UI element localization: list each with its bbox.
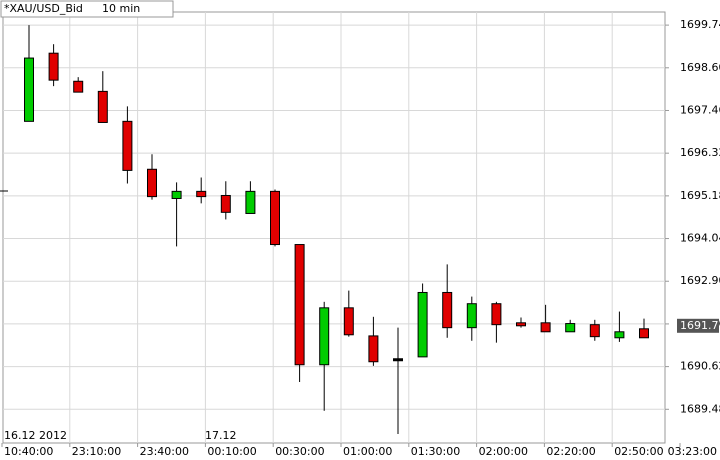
candle-body (220, 194, 231, 213)
x-tick-label: 00:30:00 (275, 445, 324, 458)
x-tick-label: 23:10:00 (72, 445, 121, 458)
candle-body (466, 303, 477, 329)
title-box (0, 0, 174, 18)
candle-body (294, 244, 305, 366)
y-tick-label: 1699.74 (680, 18, 720, 31)
y-tick-label: 1692.90 (680, 274, 720, 287)
candle-body (589, 324, 600, 338)
x-tick-label: 02:00:00 (479, 445, 528, 458)
candle-body (97, 90, 108, 123)
candle-body (491, 303, 502, 326)
y-tick-label: 1689.48 (680, 402, 720, 415)
x-tick-label: 01:00:00 (343, 445, 392, 458)
y-tick-label: 1695.18 (680, 189, 720, 202)
chart-title: *XAU/USD_Bid (4, 2, 83, 15)
x-tick-label: 02:50:00 (614, 445, 663, 458)
candle-body (540, 322, 551, 333)
date-label: 16.12 2012 (4, 429, 67, 442)
x-tick-label: 23:40:00 (140, 445, 189, 458)
candle-body (245, 190, 256, 214)
candle-body (565, 323, 576, 333)
candle-body (147, 168, 157, 198)
chart-subtitle: 10 min (102, 2, 140, 15)
last-price-box (677, 318, 719, 333)
candle-body (368, 335, 379, 363)
x-tick-label: 03:23:00 (668, 445, 717, 458)
candle-body (196, 190, 207, 198)
last-price-label: 1691.71 (680, 319, 720, 332)
candle-body (343, 307, 354, 336)
x-tick-label: 02:20:00 (546, 445, 595, 458)
candle-body (319, 307, 330, 366)
candle-body (48, 52, 59, 81)
plot-area (2, 11, 666, 444)
x-tick-label: 00:10:00 (207, 445, 256, 458)
candle-body (417, 291, 428, 358)
y-tick-label: 1696.32 (680, 146, 720, 159)
candle-body (614, 331, 625, 339)
candle-body (171, 190, 182, 199)
candle-body (639, 328, 649, 339)
date-label: 17.12 (205, 429, 237, 442)
candle-body (73, 80, 84, 93)
y-tick-label: 1697.46 (680, 103, 720, 116)
x-tick-label: 01:30:00 (411, 445, 460, 458)
candle-body (24, 57, 34, 122)
candle-body (393, 358, 403, 362)
candle-body (442, 291, 453, 329)
candle-body (122, 120, 133, 171)
y-tick-label: 1690.62 (680, 360, 720, 373)
y-tick-label: 1694.04 (680, 232, 720, 245)
x-tick-label: 10:40:00 (4, 445, 53, 458)
y-tick-label: 1698.60 (680, 61, 720, 74)
candle-body (270, 190, 280, 246)
candle-body (516, 322, 526, 327)
